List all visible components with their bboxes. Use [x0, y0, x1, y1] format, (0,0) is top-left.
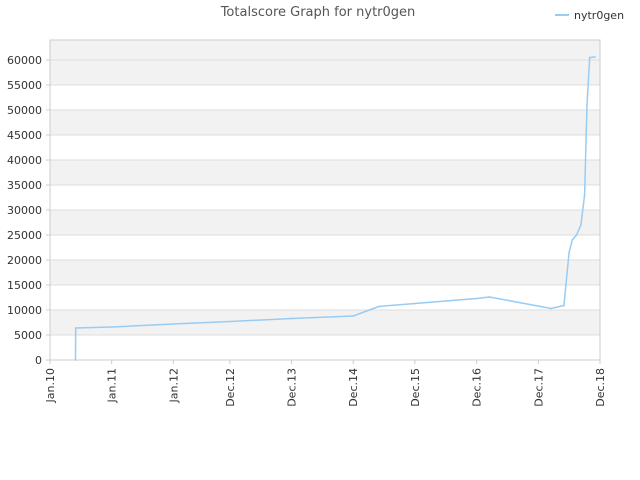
y-tick-label: 45000 — [7, 129, 42, 142]
y-tick-label: 35000 — [7, 179, 42, 192]
plot-band — [50, 160, 600, 185]
plot-band — [50, 210, 600, 235]
legend-label: nytr0gen — [574, 9, 624, 22]
data-point — [580, 224, 582, 226]
legend[interactable]: nytr0gen — [555, 9, 624, 22]
y-tick-label: 5000 — [14, 329, 42, 342]
grid-lines — [50, 59, 600, 361]
y-tick-label: 10000 — [7, 304, 42, 317]
y-tick-label: 0 — [35, 354, 42, 367]
plot-background — [50, 40, 600, 360]
data-point — [588, 56, 591, 59]
y-axis-ticks: 0 5000 10000 15000 20000 25000 30000 35000 40000… — [7, 54, 50, 367]
data-point — [110, 326, 113, 328]
x-tick-label: Dec.12 — [224, 368, 237, 407]
plot-band — [50, 60, 600, 85]
data-point — [475, 297, 478, 300]
plot-frame — [49, 39, 601, 361]
data-point — [74, 327, 77, 329]
y-tick-label: 55000 — [7, 79, 42, 92]
chart-title: Totalscore Graph for nytr0gen — [220, 5, 416, 20]
x-tick-label: Jan.10 — [44, 368, 57, 403]
y-tick-label: 40000 — [7, 154, 42, 167]
data-point — [290, 317, 293, 320]
y-tick-label: 25000 — [7, 229, 42, 242]
x-tick-label: Dec.15 — [409, 368, 422, 407]
series-group — [74, 56, 596, 361]
axes — [49, 39, 601, 361]
data-point — [583, 194, 586, 196]
data-point — [550, 307, 553, 310]
plot-band — [50, 310, 600, 335]
plot-band — [50, 110, 600, 135]
data-point — [571, 239, 574, 241]
y-tick-label: 50000 — [7, 104, 42, 117]
x-tick-label: Jan.11 — [106, 368, 119, 403]
data-point — [586, 104, 588, 106]
data-point — [377, 305, 380, 308]
x-tick-label: Jan.12 — [167, 368, 180, 403]
data-point — [568, 251, 570, 254]
x-tick-label: Dec.13 — [286, 368, 299, 407]
y-tick-label: 20000 — [7, 254, 42, 267]
plot-bands — [50, 40, 600, 360]
y-tick-label: 15000 — [7, 279, 42, 292]
data-point — [414, 302, 416, 305]
x-tick-label: Dec.18 — [594, 368, 607, 407]
x-tick-label: Dec.14 — [347, 368, 360, 407]
plot-band — [50, 40, 600, 60]
x-tick-label: Dec.16 — [471, 368, 484, 407]
data-point — [74, 359, 77, 361]
data-point — [575, 234, 578, 236]
data-point — [229, 320, 231, 323]
data-point — [563, 304, 565, 307]
x-tick-label: Dec.17 — [532, 368, 545, 407]
data-point — [352, 315, 355, 317]
data-point — [488, 296, 491, 298]
y-tick-label: 60000 — [7, 54, 42, 67]
data-point — [594, 56, 596, 58]
y-tick-label: 30000 — [7, 204, 42, 217]
x-axis-ticks: Jan.10 Jan.11 Jan.12 Dec.12 Dec.13 Dec.14 Dec.… — [44, 360, 607, 407]
data-point — [172, 323, 175, 325]
plot-band — [50, 260, 600, 285]
